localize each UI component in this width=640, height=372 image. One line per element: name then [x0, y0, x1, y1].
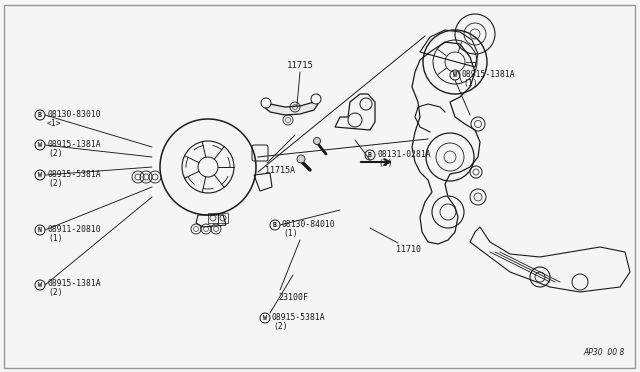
Text: (2): (2) [273, 321, 287, 330]
Text: 08915-1381A: 08915-1381A [47, 140, 100, 148]
Text: W: W [263, 315, 267, 321]
Text: 08915-1381A: 08915-1381A [462, 70, 516, 78]
Text: 08911-20810: 08911-20810 [47, 224, 100, 234]
Text: W: W [453, 72, 457, 78]
Text: B: B [38, 112, 42, 118]
Text: 08915-5381A: 08915-5381A [272, 312, 326, 321]
Text: 23100F: 23100F [278, 294, 308, 302]
Text: N: N [38, 227, 42, 233]
Text: B: B [368, 152, 372, 158]
Text: AP30  00 8: AP30 00 8 [584, 348, 625, 357]
Text: 11710: 11710 [396, 246, 421, 254]
Text: W: W [38, 172, 42, 178]
Text: 08915-5381A: 08915-5381A [47, 170, 100, 179]
Bar [208, 213, 218, 223]
Text: (2): (2) [48, 179, 63, 187]
Circle shape [311, 94, 321, 104]
Text: W: W [38, 142, 42, 148]
Text: <1>: <1> [47, 119, 61, 128]
Circle shape [297, 155, 305, 163]
Circle shape [261, 98, 271, 108]
Text: (1): (1) [463, 78, 477, 87]
Bar [218, 213, 228, 223]
Text: (2): (2) [48, 289, 63, 298]
Text: (1): (1) [48, 234, 63, 243]
Circle shape [314, 138, 321, 144]
Polygon shape [264, 94, 318, 115]
Text: 08130-83010: 08130-83010 [47, 109, 100, 119]
Text: (2): (2) [48, 148, 63, 157]
Text: 11715A: 11715A [265, 166, 295, 174]
Text: B: B [273, 222, 277, 228]
Text: (1): (1) [283, 228, 298, 237]
Text: W: W [38, 282, 42, 288]
Text: 08130-84010: 08130-84010 [282, 219, 335, 228]
Text: 08131-0281A: 08131-0281A [377, 150, 431, 158]
Text: (3): (3) [378, 158, 392, 167]
Text: 11715: 11715 [287, 61, 314, 70]
Text: 08915-1381A: 08915-1381A [47, 279, 100, 289]
